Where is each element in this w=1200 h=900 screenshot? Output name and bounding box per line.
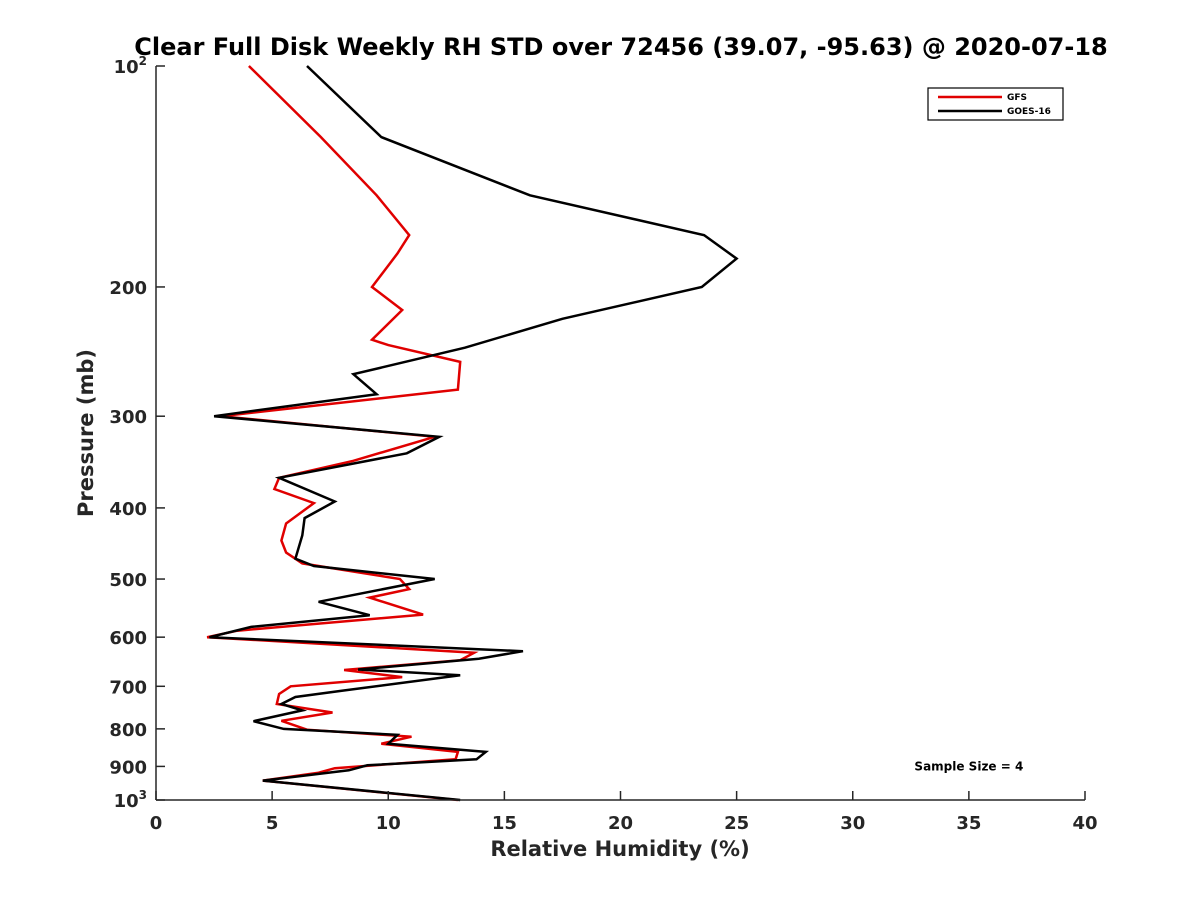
y-tick-label: 200 [109, 278, 147, 299]
y-tick-label: 102 [114, 54, 147, 78]
plot-area: 0 5 10 15 20 25 30 35 40 10220030040050060070080… [109, 54, 1097, 834]
y-tick-label: 300 [109, 407, 147, 428]
legend: GFS GOES-16 [927, 87, 1064, 121]
x-tick-label: 0 [150, 813, 163, 834]
sample-size-annotation: Sample Size = 4 [914, 759, 1023, 773]
x-tick-label: 10 [376, 813, 401, 834]
y-axis-label: Pressure (mb) [74, 349, 98, 517]
y-tick-label: 500 [109, 570, 147, 591]
y-tick-label: 600 [109, 628, 147, 649]
legend-label-gfs: GFS [1007, 93, 1027, 103]
x-tick-label: 30 [840, 813, 865, 834]
y-tick-label: 400 [109, 499, 147, 520]
series-layer [206, 65, 739, 802]
series-line-goes16 [209, 65, 739, 802]
x-tick-label: 15 [492, 813, 517, 834]
y-tick-label-base: 10 [114, 57, 139, 78]
y-tick-label-exponent: 2 [139, 54, 147, 68]
x-axis-label: Relative Humidity (%) [490, 837, 749, 861]
legend-label-goes16: GOES-16 [1007, 107, 1051, 117]
x-tick-label: 20 [608, 813, 633, 834]
y-tick-label: 103 [114, 788, 147, 812]
y-tick-label-base: 10 [114, 791, 139, 812]
legend-box [927, 87, 1064, 121]
x-tick-label: 5 [266, 813, 279, 834]
y-tick-label: 800 [109, 720, 147, 741]
y-tick-label-exponent: 3 [139, 788, 147, 802]
x-tick-label: 40 [1072, 813, 1097, 834]
x-tick-label: 25 [724, 813, 749, 834]
x-tick-label: 35 [956, 813, 981, 834]
y-tick-label: 700 [109, 677, 147, 698]
x-axis-ticks: 0 5 10 15 20 25 30 35 40 [150, 791, 1098, 834]
axes-background [156, 66, 1085, 800]
y-tick-label: 900 [109, 757, 147, 778]
chart-title: Clear Full Disk Weekly RH STD over 72456… [134, 33, 1107, 61]
